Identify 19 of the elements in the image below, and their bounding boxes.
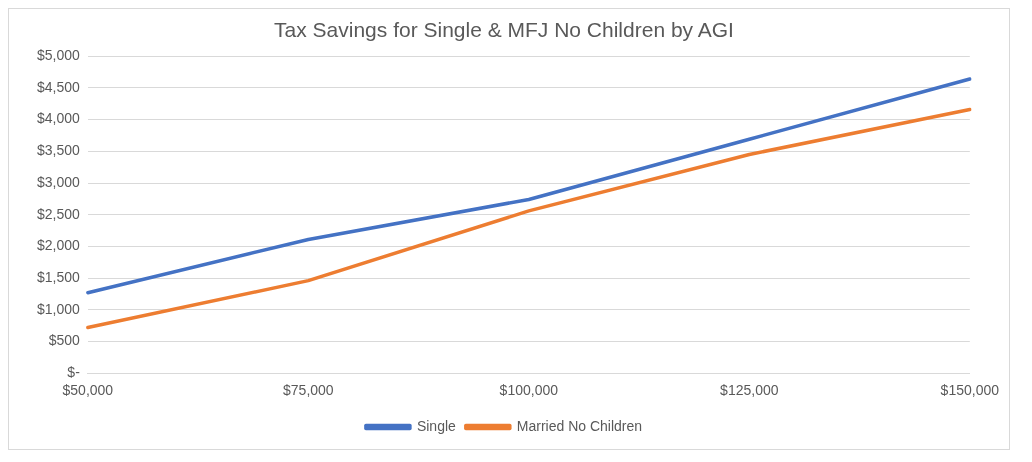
y-tick-label: $1,000 <box>36 300 81 317</box>
x-tick-label: $75,000 <box>283 382 334 399</box>
y-tick-label: $- <box>67 364 81 381</box>
chart-title: Tax Savings for Single & MFJ No Children by AGI <box>274 18 734 42</box>
y-tick-label: $1,500 <box>36 268 81 285</box>
y-tick-label: $3,000 <box>36 173 81 190</box>
y-tick-label: $5,000 <box>36 47 81 64</box>
legend-label: Single <box>416 417 457 434</box>
legend-label: Married No Children <box>516 417 643 434</box>
x-tick-label: $125,000 <box>720 382 779 399</box>
x-tick-label: $150,000 <box>940 382 1000 399</box>
y-tick-label: $3,500 <box>36 142 81 159</box>
y-tick-label: $2,000 <box>36 237 81 254</box>
y-tick-label: $4,000 <box>36 110 81 127</box>
x-tick-label: $100,000 <box>499 382 559 399</box>
y-tick-label: $2,500 <box>36 205 81 222</box>
y-tick-label: $500 <box>48 332 81 349</box>
y-tick-label: $4,500 <box>36 78 81 95</box>
x-tick-label: $50,000 <box>62 382 114 399</box>
